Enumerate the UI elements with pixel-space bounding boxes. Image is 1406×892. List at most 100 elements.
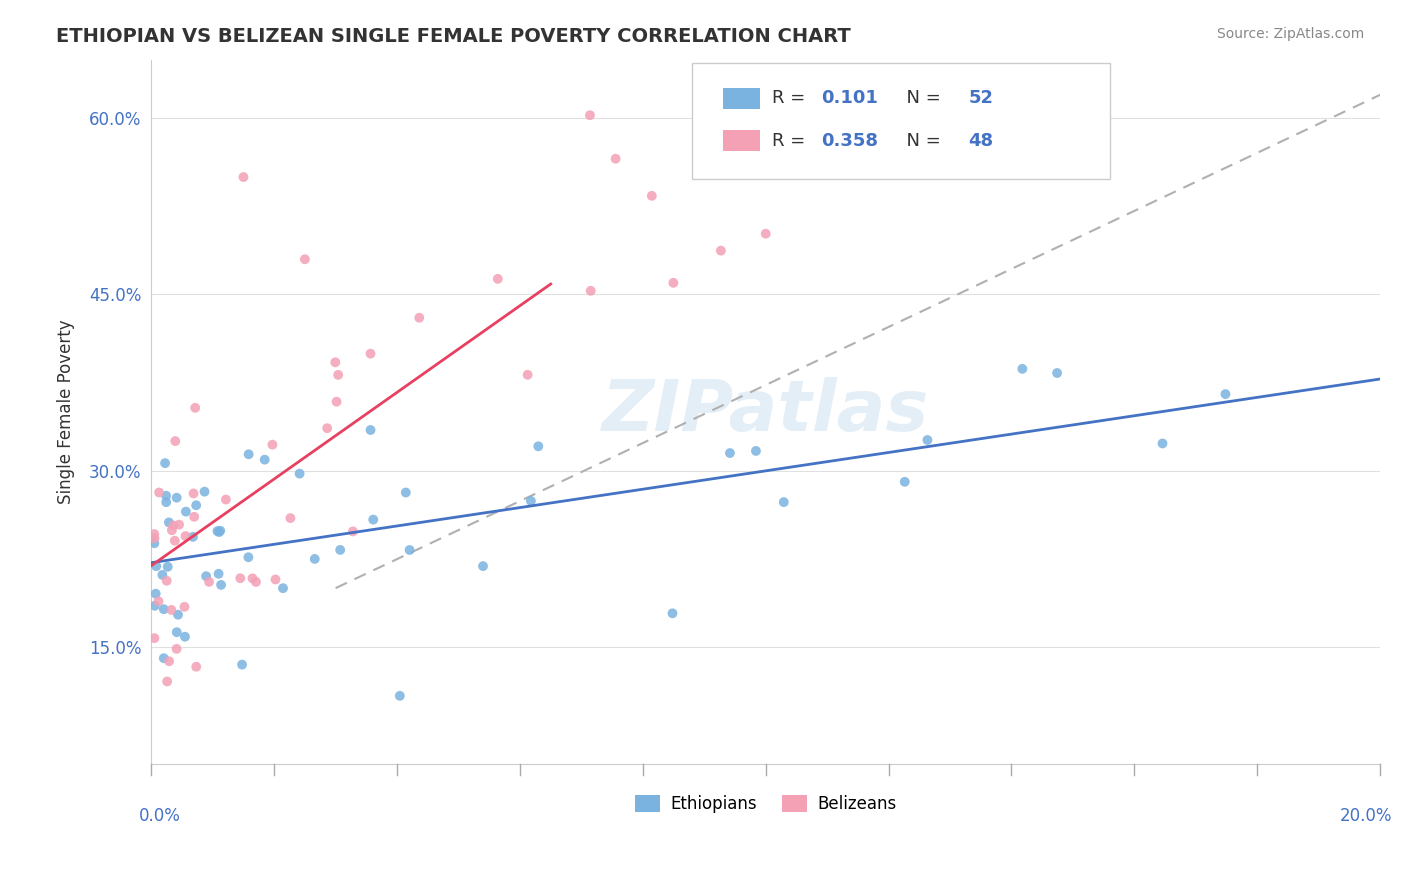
Point xyxy=(186,659,208,673)
Text: N =: N = xyxy=(894,132,946,150)
Point xyxy=(207,566,229,581)
Point xyxy=(163,533,186,548)
Point xyxy=(579,284,602,298)
Text: 20.0%: 20.0% xyxy=(1340,806,1392,824)
Point xyxy=(1046,366,1069,380)
Point xyxy=(198,574,221,589)
Point xyxy=(193,484,215,499)
Y-axis label: Single Female Poverty: Single Female Poverty xyxy=(58,319,75,504)
Point xyxy=(148,485,170,500)
Point xyxy=(232,169,254,184)
Point xyxy=(152,602,174,616)
Point xyxy=(157,516,180,530)
Point xyxy=(166,625,188,640)
Text: ETHIOPIAN VS BELIZEAN SINGLE FEMALE POVERTY CORRELATION CHART: ETHIOPIAN VS BELIZEAN SINGLE FEMALE POVE… xyxy=(56,27,851,45)
Point xyxy=(360,423,382,437)
Point xyxy=(486,272,509,286)
Text: R =: R = xyxy=(772,132,811,150)
Point xyxy=(207,524,229,538)
Point xyxy=(238,550,260,565)
Point xyxy=(167,607,190,622)
Point xyxy=(772,495,794,509)
Text: 48: 48 xyxy=(969,132,994,150)
Point xyxy=(143,599,166,613)
Point xyxy=(718,446,741,460)
Point xyxy=(398,543,420,558)
Point xyxy=(152,651,174,665)
Point xyxy=(1152,436,1174,450)
Point xyxy=(388,689,411,703)
Point xyxy=(173,599,195,614)
Point xyxy=(174,529,197,543)
Point xyxy=(917,433,939,447)
Point xyxy=(893,475,915,489)
Text: 0.358: 0.358 xyxy=(821,132,877,150)
FancyBboxPatch shape xyxy=(692,63,1109,179)
Point xyxy=(160,603,183,617)
Point xyxy=(215,492,238,507)
Point xyxy=(166,491,188,505)
Point xyxy=(1215,387,1237,401)
Point xyxy=(156,574,179,588)
Point xyxy=(155,489,177,503)
Text: 0.0%: 0.0% xyxy=(139,806,181,824)
Point xyxy=(264,573,287,587)
Text: Source: ZipAtlas.com: Source: ZipAtlas.com xyxy=(1216,27,1364,41)
Point xyxy=(143,532,166,546)
Point xyxy=(662,276,685,290)
Point xyxy=(579,108,602,122)
Point xyxy=(710,244,733,258)
Point xyxy=(253,452,276,467)
Point xyxy=(160,523,183,537)
Point xyxy=(520,494,543,508)
Point xyxy=(174,505,197,519)
Point xyxy=(166,641,188,656)
Point xyxy=(360,347,382,361)
Text: ZIPatlas: ZIPatlas xyxy=(602,377,929,446)
Point xyxy=(183,509,205,524)
Point xyxy=(271,581,294,595)
Point xyxy=(162,518,184,533)
Point xyxy=(183,486,205,500)
Point xyxy=(745,444,768,458)
Text: 0.101: 0.101 xyxy=(821,89,877,107)
Point xyxy=(184,401,207,415)
Point xyxy=(280,511,302,525)
Point xyxy=(304,552,326,566)
Point xyxy=(361,513,384,527)
Text: R =: R = xyxy=(772,89,811,107)
Point xyxy=(145,587,167,601)
Point xyxy=(294,252,316,267)
FancyBboxPatch shape xyxy=(723,87,759,109)
Point xyxy=(231,657,253,672)
Point xyxy=(323,355,346,369)
Point xyxy=(156,674,179,689)
Point xyxy=(661,607,683,621)
Point xyxy=(181,530,204,544)
Point xyxy=(186,498,208,512)
Point xyxy=(165,434,187,449)
Point xyxy=(342,524,364,539)
Point xyxy=(329,542,352,557)
FancyBboxPatch shape xyxy=(723,130,759,152)
Point xyxy=(238,447,260,461)
Point xyxy=(1011,361,1033,376)
Point xyxy=(408,310,430,325)
Point xyxy=(143,631,166,645)
Point xyxy=(157,654,180,668)
Point xyxy=(245,574,267,589)
Point xyxy=(325,394,347,409)
Point xyxy=(167,517,190,532)
Point xyxy=(209,578,232,592)
Point xyxy=(755,227,778,241)
Point xyxy=(174,630,197,644)
Point xyxy=(143,536,166,550)
Point xyxy=(641,189,664,203)
Text: N =: N = xyxy=(894,89,946,107)
Point xyxy=(755,87,778,102)
Point xyxy=(150,568,173,582)
Point xyxy=(209,524,232,538)
Point xyxy=(229,571,252,585)
Point xyxy=(153,456,176,470)
Point xyxy=(155,495,177,509)
